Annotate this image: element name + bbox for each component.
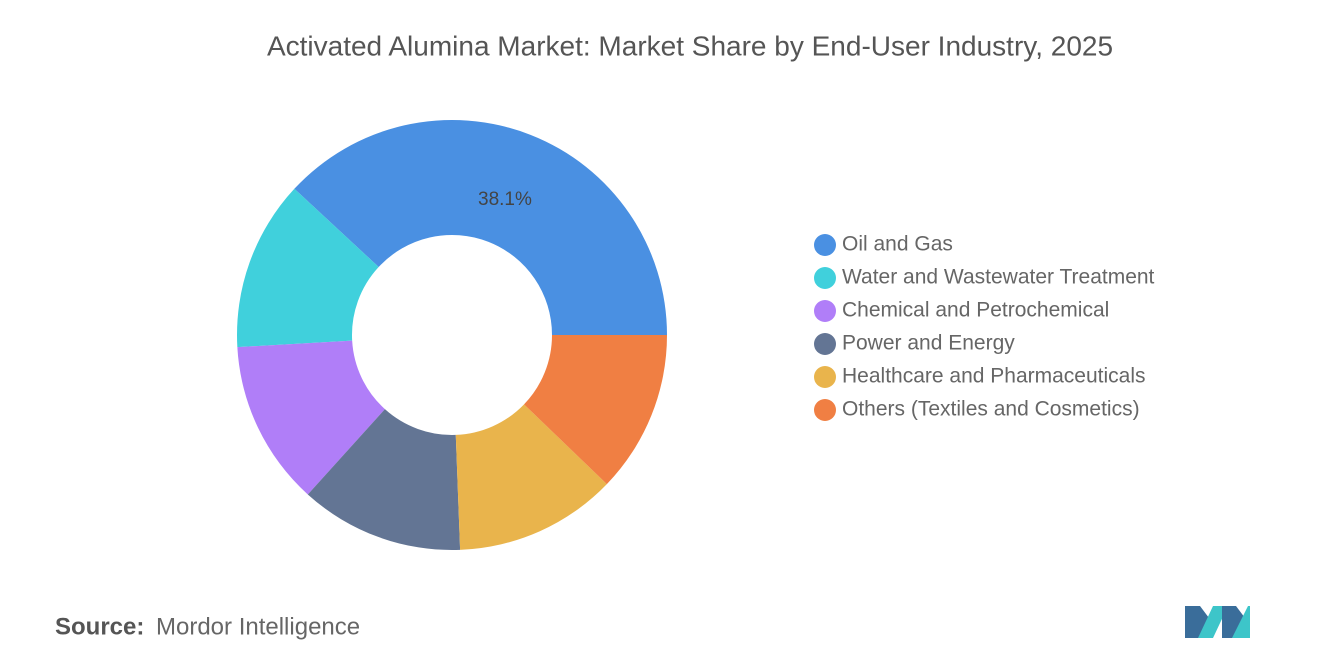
- legend-marker: [814, 267, 836, 289]
- donut-slice: [524, 335, 667, 485]
- donut-slice: [307, 409, 461, 550]
- legend-label: Healthcare and Pharmaceuticals: [842, 365, 1146, 388]
- legend-label: Chemical and Petrochemical: [842, 299, 1109, 322]
- legend-label: Water and Wastewater Treatment: [842, 266, 1155, 289]
- legend-marker: [814, 234, 836, 256]
- donut-slice: [237, 340, 385, 495]
- source-label: Source:: [55, 613, 144, 640]
- source: Mordor Intelligence: [156, 613, 360, 640]
- legend-label: Power and Energy: [842, 332, 1015, 355]
- legend-marker: [814, 399, 836, 421]
- donut-slice: [237, 188, 379, 348]
- legend-marker: [814, 300, 836, 322]
- legend-marker: [814, 333, 836, 355]
- donut-slice: [455, 404, 607, 550]
- data-label: 38.1%: [478, 189, 532, 210]
- legend-label: Others (Textiles and Cosmetics): [842, 398, 1140, 421]
- donut-slice: [294, 119, 667, 335]
- logo: [1185, 606, 1250, 638]
- legend-marker: [814, 366, 836, 388]
- legend-label: Oil and Gas: [842, 233, 953, 256]
- chart-title: Activated Alumina Market: Market Share b…: [267, 30, 1113, 61]
